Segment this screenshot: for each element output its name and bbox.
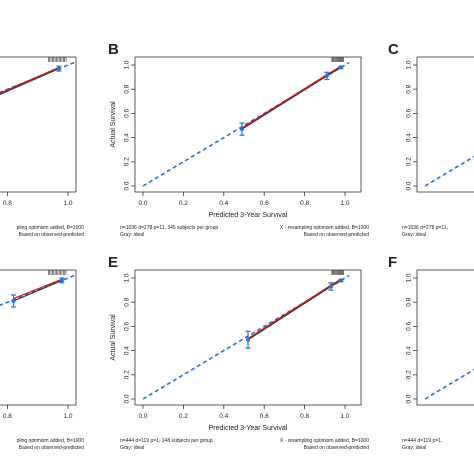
x-tick-label: 0.4 xyxy=(219,413,228,420)
y-tick-label: 0.0 xyxy=(406,394,413,403)
ideal-line xyxy=(424,155,474,187)
panel-letter: C xyxy=(388,41,399,58)
y-tick-label: 0.0 xyxy=(124,181,131,190)
data-point xyxy=(239,127,244,132)
rug-marks xyxy=(331,270,344,275)
data-point xyxy=(59,278,64,283)
plot-frame xyxy=(0,269,77,406)
footer-based-on: Based on observed-predicted xyxy=(19,232,85,238)
x-axis-label: Predicted 3-Year Survival xyxy=(209,425,288,432)
y-tick-label: 0.8 xyxy=(124,84,131,93)
x-tick-label: 0.4 xyxy=(219,200,228,207)
data-point xyxy=(328,284,333,289)
panel-letter: F xyxy=(388,254,397,271)
y-tick-label: 0.8 xyxy=(124,297,131,306)
y-tick-label: 0.0 xyxy=(406,181,413,190)
y-tick-label: 0.4 xyxy=(124,133,131,142)
rug-marks xyxy=(331,57,344,62)
y-axis-label: Actual Survival xyxy=(110,101,117,148)
plot-frame xyxy=(134,56,362,193)
panel-letter: E xyxy=(108,254,118,271)
y-axis-label: Actual Survival xyxy=(110,314,117,361)
ideal-line xyxy=(424,368,474,400)
footer-gray-ideal: Gray: ideal xyxy=(120,232,144,238)
footer-gray-ideal: Gray: ideal xyxy=(402,232,426,238)
plot-frame xyxy=(416,56,474,193)
y-tick-label: 0.6 xyxy=(124,109,131,118)
apparent-line xyxy=(247,279,342,341)
y-tick-label: 0.8 xyxy=(406,84,413,93)
x-tick-label: 0.8 xyxy=(3,413,12,420)
x-tick-label: 0.0 xyxy=(138,413,147,420)
y-tick-label: 0.4 xyxy=(406,133,413,142)
corrected-line xyxy=(0,66,60,94)
footer-right: X - resampling optimism added, B=1000 xyxy=(280,438,369,444)
ideal-line xyxy=(142,61,350,187)
x-tick-label: 0.8 xyxy=(300,200,309,207)
y-tick-label: 0.8 xyxy=(406,297,413,306)
plot-frame xyxy=(416,269,474,406)
footer-based-on: Based on observed-predicted xyxy=(19,445,85,451)
x-tick-label: 1.0 xyxy=(340,200,349,207)
y-tick-label: 0.4 xyxy=(124,346,131,355)
x-tick-label: 0.6 xyxy=(260,413,269,420)
plot-frame xyxy=(0,56,77,193)
data-point xyxy=(11,298,16,303)
x-tick-label: 0.8 xyxy=(300,413,309,420)
rug-marks xyxy=(48,57,67,62)
y-tick-label: 0.0 xyxy=(124,394,131,403)
ideal-line xyxy=(0,274,75,307)
data-point xyxy=(338,65,343,70)
apparent-line xyxy=(13,279,63,302)
footer-left: n=1036 d=278 p=11, 345 subjects per grou… xyxy=(120,225,218,231)
ideal-line xyxy=(142,274,350,400)
x-tick-label: 0.2 xyxy=(179,200,188,207)
x-tick-label: 1.0 xyxy=(63,413,72,420)
apparent-line xyxy=(0,68,60,95)
footer-based-on: Based on observed-predicted xyxy=(304,232,370,238)
y-tick-label: 0.6 xyxy=(406,109,413,118)
y-tick-label: 1.0 xyxy=(124,60,131,69)
x-tick-label: 0.2 xyxy=(179,413,188,420)
x-tick-label: 0.8 xyxy=(3,200,12,207)
x-tick-label: 0.0 xyxy=(138,200,147,207)
y-tick-label: 0.2 xyxy=(124,157,131,166)
ideal-line xyxy=(0,61,75,94)
footer-right: pling optimism added, B=1000 xyxy=(17,225,85,231)
footer-left: n=444 d=119 p=1, xyxy=(402,438,442,444)
rug-marks xyxy=(48,270,67,275)
y-tick-label: 0.4 xyxy=(406,346,413,355)
y-tick-label: 0.2 xyxy=(124,370,131,379)
footer-left: n=1036 d=278 p=11, xyxy=(402,225,448,231)
footer-right: X - resampling optimism added, B=1000 xyxy=(280,225,369,231)
footer-left: n=444 d=119 p=1, 148 subjects per group xyxy=(120,438,213,444)
data-point xyxy=(56,66,61,71)
y-tick-label: 1.0 xyxy=(406,273,413,282)
y-tick-label: 0.2 xyxy=(406,157,413,166)
data-point xyxy=(324,73,329,78)
corrected-line xyxy=(13,278,63,300)
corrected-line xyxy=(247,278,342,340)
x-tick-label: 0.6 xyxy=(260,200,269,207)
x-tick-label: 1.0 xyxy=(340,413,349,420)
y-tick-label: 0.6 xyxy=(406,322,413,331)
y-tick-label: 1.0 xyxy=(406,60,413,69)
y-tick-label: 1.0 xyxy=(124,273,131,282)
footer-gray-ideal: Gray: ideal xyxy=(402,445,426,451)
data-point xyxy=(246,337,251,342)
x-axis-label: Predicted 3-Year Survival xyxy=(209,212,288,219)
footer-right: pling optimism added, B=1000 xyxy=(17,438,85,444)
x-tick-label: 1.0 xyxy=(63,200,72,207)
footer-gray-ideal: Gray: ideal xyxy=(120,445,144,451)
footer-based-on: Based on observed-predicted xyxy=(304,445,370,451)
y-tick-label: 0.2 xyxy=(406,370,413,379)
panel-letter: B xyxy=(108,41,119,58)
data-point xyxy=(338,278,343,283)
plot-frame xyxy=(134,269,362,406)
y-tick-label: 0.6 xyxy=(124,322,131,331)
